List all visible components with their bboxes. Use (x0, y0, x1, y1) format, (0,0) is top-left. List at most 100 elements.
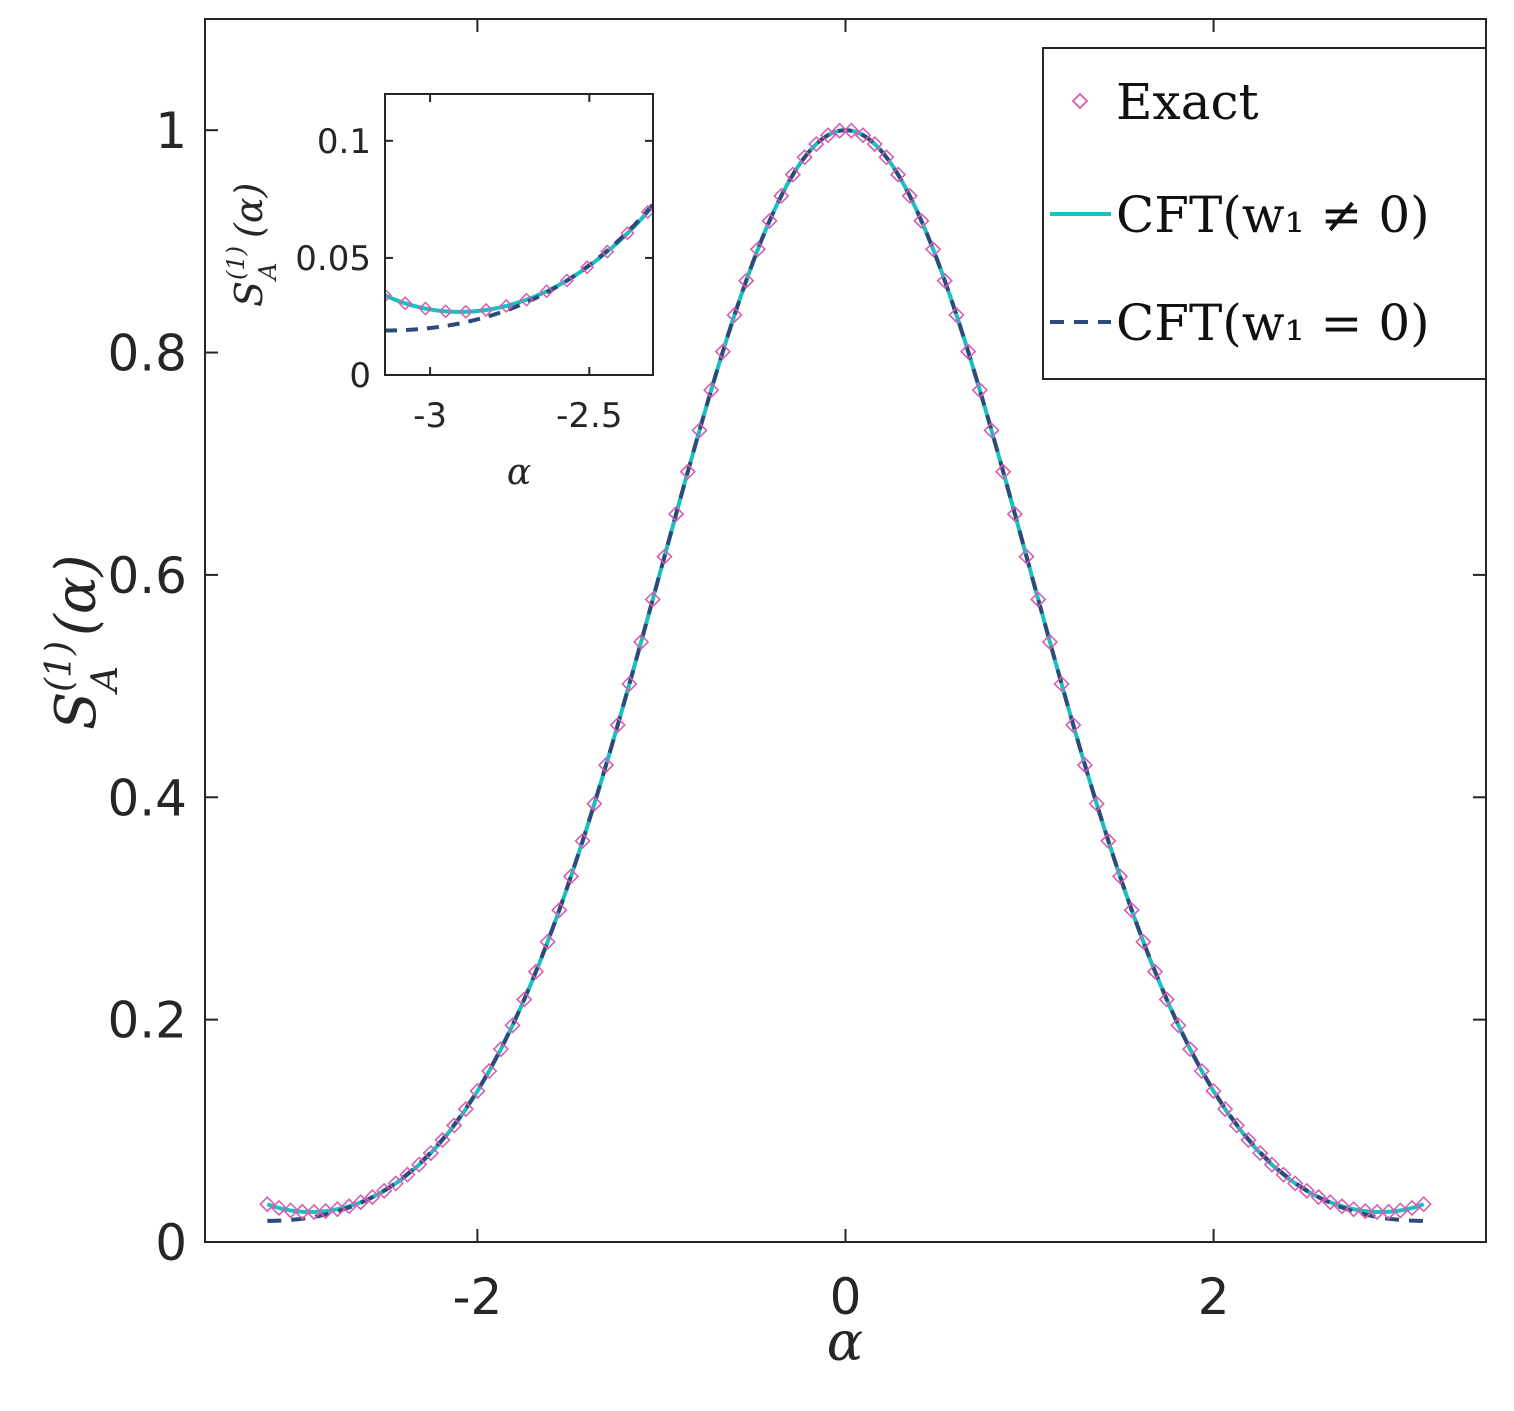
main-x-axis-label: α (827, 1310, 863, 1373)
exact-marker (1006, 505, 1024, 523)
exact-marker (1403, 1199, 1421, 1217)
exact-marker (375, 1182, 393, 1200)
exact-marker (574, 832, 591, 850)
exact-marker (364, 1188, 381, 1206)
exact-marker (784, 166, 802, 183)
exact-marker (1146, 963, 1164, 980)
inset-exact-marker (580, 260, 595, 275)
inset-exact-marker (519, 292, 534, 307)
exact-marker (586, 795, 603, 812)
inset-y-label-symbol: S (227, 281, 271, 307)
exact-marker (1263, 1156, 1280, 1173)
exact-marker (936, 272, 953, 289)
legend-cft-zero-label: CFT(w₁ = 0) (1116, 294, 1430, 352)
inset-exact-marker (600, 244, 615, 259)
exact-marker (1065, 716, 1082, 734)
exact-marker (901, 187, 918, 205)
inset-exact-marker (418, 301, 433, 316)
exact-marker (761, 212, 778, 230)
main-y-axis-label: S (1) A (α) (39, 554, 126, 730)
exact-marker (1333, 1198, 1351, 1215)
exact-marker (527, 963, 545, 980)
inset-cft-zero-line (385, 203, 653, 333)
exact-marker (691, 422, 708, 439)
legend-exact-label: Exact (1116, 73, 1259, 131)
inset-exact-marker (539, 284, 554, 299)
inset-exact-marker (478, 302, 494, 318)
exact-marker (913, 212, 930, 230)
inset-exact-marker (438, 304, 453, 319)
inset-y-tick-label: 0.05 (295, 239, 371, 279)
exact-marker (878, 149, 895, 166)
exact-marker (305, 1203, 323, 1221)
main-x-tick-label: 2 (1198, 1268, 1230, 1326)
legend-box (1042, 47, 1487, 380)
exact-marker (703, 382, 720, 399)
exact-marker (924, 241, 942, 258)
main-y-tick-label: 0.4 (107, 769, 187, 827)
exact-marker (1158, 991, 1175, 1008)
inset-exact-marker (559, 273, 574, 288)
exact-marker (854, 127, 872, 144)
inset-exact-marker (640, 204, 653, 220)
exact-marker (340, 1198, 358, 1215)
exact-marker (796, 149, 813, 166)
main-y-tick-label: 0 (155, 1214, 187, 1272)
exact-marker (1205, 1082, 1222, 1100)
exact-marker (492, 1041, 510, 1058)
exact-marker (960, 343, 977, 360)
exact-marker (738, 272, 755, 289)
exact-marker (469, 1082, 486, 1100)
inset-exact-marker (499, 298, 514, 314)
exact-marker (1076, 756, 1094, 774)
exact-marker (539, 933, 556, 950)
exact-marker (387, 1175, 404, 1192)
inset-y-tick-label: 0.1 (317, 122, 371, 162)
legend-exact-marker (1071, 92, 1089, 110)
inset-y-axis-label: S (1) A (α) (222, 183, 282, 307)
inset-y-label-subscript: A (254, 263, 282, 282)
main-x-tick-label: 0 (830, 1268, 862, 1326)
exact-marker (866, 135, 883, 153)
exact-marker (632, 633, 650, 651)
exact-marker (294, 1203, 311, 1220)
exact-marker (562, 868, 580, 885)
exact-marker (621, 675, 638, 693)
exact-marker (1240, 1131, 1257, 1149)
exact-marker (516, 991, 533, 1008)
main-plot-area: -2 0 2 0 0.2 0.4 0.6 0.8 1 α S (1) A (α) (39, 18, 1487, 1373)
main-y-label-symbol: S (44, 692, 109, 730)
exact-marker (1135, 933, 1152, 950)
exact-marker (831, 122, 848, 139)
main-y-tick-label: 0.6 (107, 547, 187, 605)
inset-exact-marker (620, 226, 635, 241)
exact-marker (1018, 548, 1035, 565)
main-series (259, 122, 1432, 1223)
exact-marker (889, 166, 907, 183)
exact-marker (434, 1131, 451, 1149)
inset-exact-marker (398, 296, 413, 311)
inset-y-label-superscript: (1) (222, 246, 250, 280)
exact-marker (1111, 868, 1129, 885)
exact-marker (948, 306, 965, 324)
exact-marker (679, 463, 696, 480)
exact-marker (597, 756, 615, 774)
exact-marker (819, 127, 837, 144)
exact-marker (1357, 1202, 1374, 1220)
exact-marker (1287, 1175, 1304, 1192)
exact-marker (843, 122, 860, 139)
main-tick-labels: -2 0 2 0 0.2 0.4 0.6 0.8 1 (107, 102, 1229, 1326)
exact-marker (1193, 1062, 1210, 1080)
main-y-tick-label: 0.2 (107, 992, 187, 1050)
exact-marker (995, 463, 1012, 480)
main-y-tick-label: 0.8 (107, 325, 187, 383)
exact-marker (1298, 1182, 1316, 1200)
exact-marker (1041, 633, 1059, 651)
inset-plot-area: -3 -2.5 0 0.05 0.1 α S (1) A (α) (222, 93, 654, 493)
inset-y-label-argument: (α) (227, 183, 271, 238)
exact-marker (551, 901, 568, 919)
exact-marker (1252, 1144, 1269, 1162)
inset-tick-labels: -3 -2.5 0 0.05 0.1 (295, 122, 622, 436)
main-y-label-superscript: (1) (39, 641, 80, 692)
